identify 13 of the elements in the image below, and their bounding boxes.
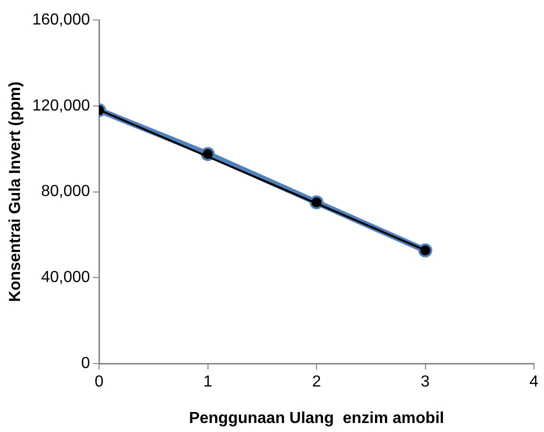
x-tick-label: 4 xyxy=(530,374,539,391)
y-axis-title: Konsentrai Gula Invert (ppm) xyxy=(7,82,24,302)
y-tick-label: 80,000 xyxy=(41,183,90,200)
y-tick-label: 120,000 xyxy=(32,97,90,114)
x-tick-label: 0 xyxy=(94,374,104,391)
x-axis-title: Penggunaan Ulang enzim amobil xyxy=(188,410,444,427)
y-tick-label: 40,000 xyxy=(41,269,90,286)
y-tick-label: 160,000 xyxy=(32,11,90,28)
x-tick-label: 3 xyxy=(420,374,430,391)
point xyxy=(418,243,432,258)
y-tick-label: 0 xyxy=(81,355,90,372)
x-tick-label: 2 xyxy=(312,374,322,391)
x-tick-label: 1 xyxy=(203,374,212,391)
